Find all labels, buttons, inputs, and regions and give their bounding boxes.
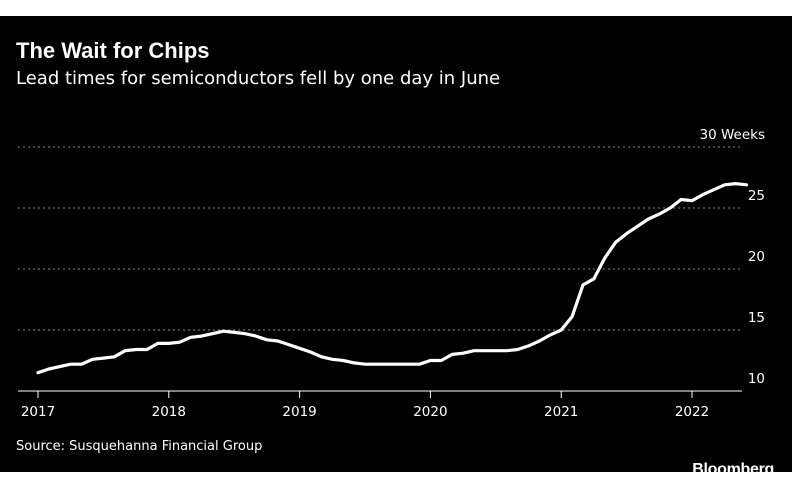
bloomberg-logo: Bloomberg [692,461,774,478]
source-note: Source: Susquehanna Financial Group [16,439,263,454]
y-tick-label: 20 [748,249,765,265]
chart-frame: The Wait for Chips Lead times for semico… [0,16,792,478]
y-tick-label: 30 Weeks [700,127,766,143]
chart-title: The Wait for Chips [16,38,210,63]
x-tick-label: 2018 [152,404,186,420]
chart-subtitle: Lead times for semiconductors fell by on… [16,68,501,89]
y-tick-label: 25 [748,188,765,204]
line-chart: 10 15 20 25 30 Weeks 2017 2018 2019 2020 2021 202… [18,127,766,420]
y-tick-label: 10 [748,371,765,387]
x-tick-label: 2017 [21,404,55,420]
x-tick-label: 2021 [544,404,578,420]
x-tick-label: 2019 [282,404,316,420]
y-tick-label: 15 [748,310,765,326]
x-tick-label: 2022 [675,404,709,420]
lead-time-line [36,182,749,375]
x-tick-label: 2020 [413,404,447,420]
